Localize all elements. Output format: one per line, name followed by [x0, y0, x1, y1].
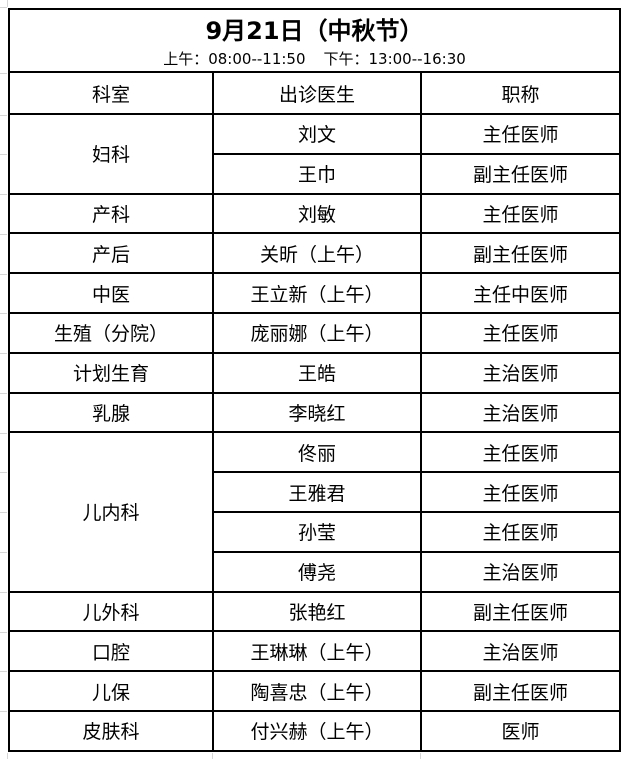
doctor-cell: 佟丽	[212, 431, 422, 474]
table-row: 王雅君 主任医师	[9, 471, 622, 513]
doctor-cell: 李晓红	[212, 391, 422, 434]
gridline-stub	[0, 313, 7, 314]
job-title-cell: 主治医师	[419, 630, 622, 673]
gridline-stub	[0, 472, 7, 473]
table-row: 产科 刘敏 主任医师	[8, 192, 622, 235]
table-row: 傅尧 主治医师	[9, 550, 622, 593]
doctor-cell: 刘敏	[212, 192, 422, 235]
job-title-cell: 主任医师	[419, 431, 622, 474]
department-cell: 儿内科	[8, 431, 214, 593]
gridline-stub	[0, 353, 7, 354]
gridline-stub	[0, 671, 7, 672]
job-title-cell: 主治医师	[419, 391, 622, 434]
doctor-cell: 王立新（上午）	[212, 272, 422, 314]
gridline-stub	[0, 393, 7, 394]
gridline-stub	[7, 753, 8, 759]
gridline-stub	[0, 73, 7, 74]
table-row: 儿外科 张艳红 副主任医师	[8, 590, 622, 633]
table-row: 生殖（分院） 庞丽娜（上午） 主任医师	[8, 311, 622, 354]
job-title-cell: 主治医师	[419, 351, 622, 394]
department-cell: 计划生育	[8, 351, 214, 394]
table-row: 产后 关昕（上午） 副主任医师	[8, 232, 622, 275]
table-row: 孙莹 主任医师	[9, 510, 622, 553]
job-title-cell: 主任医师	[419, 471, 622, 513]
column-header-doctor: 出诊医生	[212, 71, 422, 115]
job-title-cell: 主任中医师	[419, 272, 622, 314]
column-header-department: 科室	[8, 71, 214, 115]
gridline-stub	[0, 154, 7, 155]
table-row: 乳腺 李晓红 主治医师	[8, 391, 622, 434]
opening-hours: 上午：08:00--11:50 下午：13:00--16:30	[11, 48, 618, 70]
table-row: 王巾 副主任医师	[9, 152, 622, 195]
doctor-cell: 王琳琳（上午）	[212, 630, 422, 673]
department-cell: 儿外科	[8, 590, 214, 633]
morning-hours-label: 上午：08:00--11:50	[163, 50, 306, 68]
gridline-stub	[0, 592, 7, 593]
table-row: 计划生育 王皓 主治医师	[8, 351, 622, 394]
job-title-cell: 副主任医师	[419, 590, 622, 633]
gridline-stub	[0, 552, 7, 553]
column-header-job-title: 职称	[419, 71, 622, 115]
doctor-cell: 王雅君	[212, 471, 422, 513]
department-cell: 皮肤科	[8, 709, 214, 752]
department-cell: 妇科	[8, 113, 214, 195]
table-row: 中医 王立新（上午） 主任中医师	[8, 272, 622, 314]
job-title-cell: 主任医师	[419, 192, 622, 235]
gridline-stub	[0, 7, 7, 8]
department-cell: 儿保	[8, 670, 214, 712]
department-cell: 乳腺	[8, 391, 214, 434]
job-title-cell: 副主任医师	[419, 232, 622, 275]
doctor-cell: 张艳红	[212, 590, 422, 633]
table-row: 儿内科 佟丽 主任医师	[8, 431, 622, 593]
gridline-stub	[0, 632, 7, 633]
table-row: 口腔 王琳琳（上午） 主治医师	[8, 630, 622, 673]
job-title-cell: 主任医师	[419, 113, 622, 155]
job-title-cell: 医师	[419, 709, 622, 752]
doctor-cell: 傅尧	[212, 550, 422, 593]
doctor-cell: 陶喜忠（上午）	[212, 670, 422, 712]
doctor-cell: 孙莹	[212, 510, 422, 553]
doctor-cell: 刘文	[212, 113, 422, 155]
department-cell: 中医	[8, 272, 214, 314]
job-title-cell: 主治医师	[419, 550, 622, 593]
gridline-stub	[0, 512, 7, 513]
doctor-cell: 庞丽娜（上午）	[212, 311, 422, 354]
duty-schedule-table: 9月21日（中秋节） 上午：08:00--11:50 下午：13:00--16:3…	[7, 8, 622, 752]
page-title: 9月21日（中秋节）	[205, 17, 424, 45]
gridline-stub	[212, 753, 213, 759]
gridline-stub	[0, 234, 7, 235]
department-cell: 生殖（分院）	[8, 311, 214, 354]
title-row: 9月21日（中秋节） 上午：08:00--11:50 下午：13:00--16:3…	[7, 8, 622, 73]
afternoon-hours-label: 下午：13:00--16:30	[323, 50, 466, 68]
department-cell: 口腔	[8, 630, 214, 673]
gridline-stub	[0, 274, 7, 275]
job-title-cell: 副主任医师	[419, 670, 622, 712]
gridline-stub	[0, 711, 7, 712]
job-title-cell: 主任医师	[419, 311, 622, 354]
doctor-cell: 付兴赫（上午）	[212, 709, 422, 752]
department-cell: 产科	[8, 192, 214, 235]
header-row: 科室 出诊医生 职称	[8, 71, 622, 115]
department-cell: 产后	[8, 232, 214, 275]
table-row: 儿保 陶喜忠（上午） 副主任医师	[8, 670, 622, 712]
table-row: 皮肤科 付兴赫（上午） 医师	[8, 709, 622, 752]
table-row: 妇科 刘文 主任医师	[8, 113, 622, 195]
job-title-cell: 副主任医师	[419, 152, 622, 195]
gridline-stub	[7, 0, 8, 7]
gridline-stub	[0, 194, 7, 195]
gridline-stub	[0, 433, 7, 434]
job-title-cell: 主任医师	[419, 510, 622, 553]
gridline-stub	[0, 115, 7, 116]
title-cell: 9月21日（中秋节） 上午：08:00--11:50 下午：13:00--16:3…	[7, 8, 622, 73]
doctor-cell: 王巾	[212, 152, 422, 195]
doctor-cell: 王皓	[212, 351, 422, 394]
gridline-stub	[420, 753, 421, 759]
doctor-cell: 关昕（上午）	[212, 232, 422, 275]
